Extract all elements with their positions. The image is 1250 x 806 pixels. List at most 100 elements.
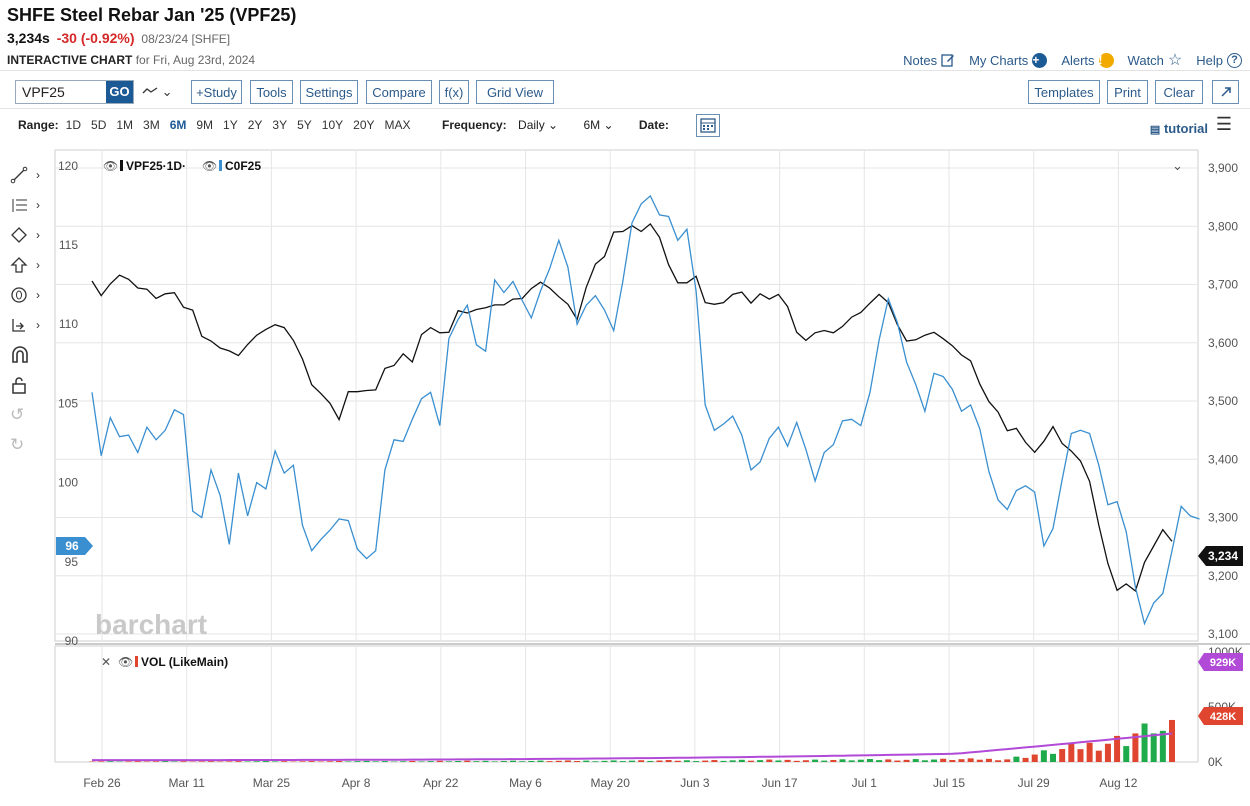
x-tick-label: Jun 17 — [762, 776, 798, 790]
range-5d[interactable]: 5D — [91, 118, 107, 132]
print-button[interactable]: Print — [1107, 80, 1148, 104]
volume-bar — [967, 758, 974, 762]
go-button[interactable]: GO — [106, 81, 133, 103]
volume-bar — [885, 759, 892, 762]
quote-date: 08/23/24 [SHFE] — [141, 32, 231, 46]
volume-bar — [134, 761, 141, 762]
alerts-link[interactable]: Alerts ! — [1061, 50, 1114, 70]
shape-tool[interactable]: › — [10, 220, 46, 250]
grid-view-button[interactable]: Grid View — [476, 80, 554, 104]
volume-bar — [500, 761, 507, 762]
chart-type-dropdown[interactable]: ⌄ — [142, 84, 173, 100]
my-charts-label: My Charts — [969, 52, 1029, 68]
volume-bar — [747, 760, 754, 762]
volume-bar — [894, 760, 901, 762]
x-tick-label: Mar 11 — [168, 776, 205, 790]
volume-bar — [583, 760, 590, 762]
y-right-tick-label: 3,800 — [1208, 219, 1238, 233]
range-selector: Range: 1D 5D 1M 3M 6M 9M 1Y 2Y 3Y 5Y 10Y… — [18, 118, 421, 132]
volume-bar — [619, 761, 626, 762]
period-dropdown[interactable]: 6M ⌄ — [583, 118, 613, 132]
drawing-toolbar: › › › › › › ↺ ↻ — [10, 160, 46, 460]
volume-bar — [830, 759, 837, 762]
volume-bar — [153, 761, 160, 762]
x-tick-label: Feb 26 — [83, 776, 121, 790]
expand-button[interactable] — [1212, 80, 1239, 104]
frequency-dropdown[interactable]: Daily ⌄ — [518, 118, 558, 132]
volume-bar — [299, 761, 306, 762]
volume-bar — [985, 758, 992, 762]
arrow-tool[interactable]: › — [10, 250, 46, 280]
range-2y[interactable]: 2Y — [247, 118, 263, 132]
my-charts-link[interactable]: My Charts + — [969, 50, 1048, 70]
templates-button[interactable]: Templates — [1028, 80, 1100, 104]
volume-bar — [1077, 749, 1084, 762]
volume-bar — [903, 759, 910, 762]
notes-link[interactable]: Notes — [903, 50, 955, 70]
annotation-tool[interactable]: › — [10, 280, 46, 310]
symbol-input[interactable] — [16, 81, 106, 103]
watermark-logo: barchart — [95, 609, 207, 640]
price-chart[interactable]: barchart Feb 26 Mar 11 Mar 25 Apr 8 Apr 22 Ma… — [0, 148, 1250, 806]
y-right-tick-label: 3,500 — [1208, 394, 1238, 408]
volume-bar — [1040, 750, 1047, 762]
study-button[interactable]: +Study — [191, 80, 242, 104]
range-1m[interactable]: 1M — [116, 118, 134, 132]
help-link[interactable]: Help ? — [1196, 50, 1242, 70]
fibonacci-tool[interactable]: › — [10, 190, 46, 220]
shape-icon — [11, 227, 27, 243]
volume-bar — [921, 760, 928, 762]
range-10y[interactable]: 10Y — [321, 118, 344, 132]
compare-button[interactable]: Compare — [366, 80, 432, 104]
x-tick-label: Apr 22 — [423, 776, 459, 790]
range-5y[interactable]: 5Y — [297, 118, 312, 132]
frequency-value: Daily — [518, 118, 545, 132]
volume-bar — [784, 759, 791, 762]
volume-bar — [738, 759, 745, 762]
volume-bar — [601, 760, 608, 762]
volume-bar — [482, 760, 489, 762]
range-max[interactable]: MAX — [384, 118, 411, 132]
magnet-tool[interactable] — [10, 340, 46, 370]
date-picker-button[interactable] — [696, 114, 720, 137]
y-left-tick-label: 115 — [59, 238, 78, 252]
undo-tool[interactable]: ↺ — [10, 400, 46, 430]
lock-tool[interactable] — [10, 370, 46, 400]
hamburger-menu-icon[interactable]: ☰ — [1215, 114, 1232, 134]
measure-tool[interactable]: › — [10, 310, 46, 340]
range-9m[interactable]: 9M — [196, 118, 214, 132]
volume-bar — [1159, 730, 1166, 762]
range-3m[interactable]: 3M — [143, 118, 160, 132]
chart-area[interactable]: barchart Feb 26 Mar 11 Mar 25 Apr 8 Apr 22 Ma… — [0, 148, 1250, 806]
volume-bar — [372, 761, 379, 762]
left-price-marker-label: 96 — [65, 539, 79, 553]
chevron-down-icon: ⌄ — [603, 118, 614, 132]
trendline-tool[interactable]: › — [10, 160, 46, 190]
y-left-tick-label: 100 — [58, 476, 78, 490]
volume-bar — [207, 761, 214, 762]
star-icon: ☆ — [1167, 52, 1183, 69]
chevron-down-icon: ⌄ — [548, 118, 559, 132]
tools-button[interactable]: Tools — [250, 80, 293, 104]
volume-bar — [1086, 742, 1093, 762]
volume-bar — [235, 761, 242, 762]
range-20y[interactable]: 20Y — [353, 118, 375, 132]
range-1y[interactable]: 1Y — [223, 118, 238, 132]
range-6m[interactable]: 6M — [169, 118, 187, 132]
settings-button[interactable]: Settings — [300, 80, 358, 104]
volume-bar — [647, 760, 654, 762]
volume-bar — [336, 761, 343, 762]
redo-tool[interactable]: ↻ — [10, 430, 46, 460]
volume-bar — [839, 759, 846, 762]
range-3y[interactable]: 3Y — [272, 118, 288, 132]
tutorial-link[interactable]: ▤ tutorial — [1150, 121, 1208, 136]
y-right-tick-label: 3,600 — [1208, 336, 1238, 350]
watch-link[interactable]: Watch ☆ — [1128, 50, 1183, 70]
volume-bar — [171, 761, 178, 762]
x-tick-label: May 6 — [509, 776, 542, 790]
volume-bar — [665, 760, 672, 762]
function-button[interactable]: f(x) — [439, 80, 469, 104]
volume-bar — [976, 759, 983, 762]
clear-button[interactable]: Clear — [1155, 80, 1203, 104]
range-1d[interactable]: 1D — [65, 118, 82, 132]
